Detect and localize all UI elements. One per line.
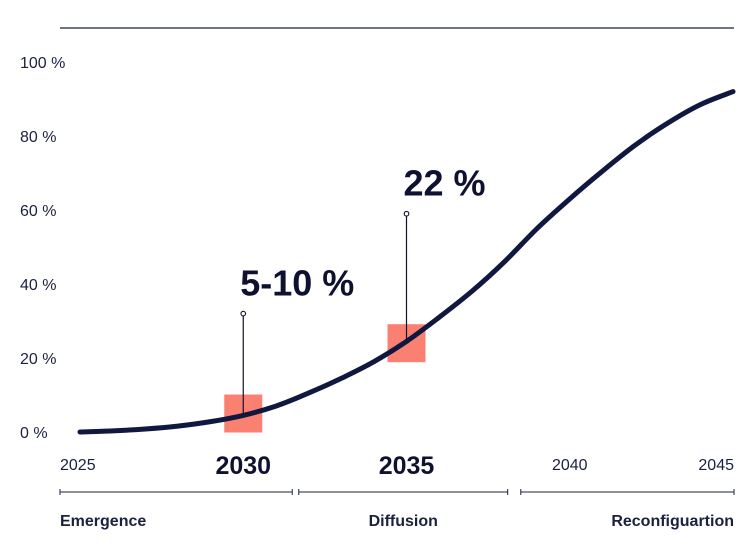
x-tick-label: 2035 — [379, 452, 435, 480]
x-tick-label: 2045 — [698, 457, 734, 474]
y-tick-label: 0 % — [20, 425, 48, 442]
y-tick-label: 40 % — [20, 277, 56, 294]
y-tick-label: 60 % — [20, 203, 56, 220]
annotation-labels: 5-10 % 22 % — [240, 163, 486, 414]
phase-label: Reconfiguartion — [611, 513, 734, 530]
phase-bands: Emergence Diffusion Reconfiguartion — [59, 489, 735, 530]
leader-dot — [240, 310, 247, 317]
y-tick-label: 100 % — [20, 55, 65, 72]
annotation-markers — [224, 324, 426, 433]
x-tick-label: 2040 — [552, 457, 588, 474]
y-tick-label: 80 % — [20, 129, 56, 146]
x-tick-label: 2025 — [60, 457, 96, 474]
leader-dot — [403, 210, 410, 217]
annotation-label: 5-10 % — [240, 263, 354, 304]
phase-label: Emergence — [60, 513, 146, 530]
y-axis: 0 % 20 % 40 % 60 % 80 % 100 % — [20, 55, 65, 442]
annotation-label: 22 % — [404, 163, 486, 204]
x-axis: 2025 2030 2035 2040 2045 — [60, 452, 734, 480]
y-tick-label: 20 % — [20, 351, 56, 368]
phase-label: Diffusion — [369, 513, 438, 530]
x-tick-label: 2030 — [215, 452, 271, 480]
